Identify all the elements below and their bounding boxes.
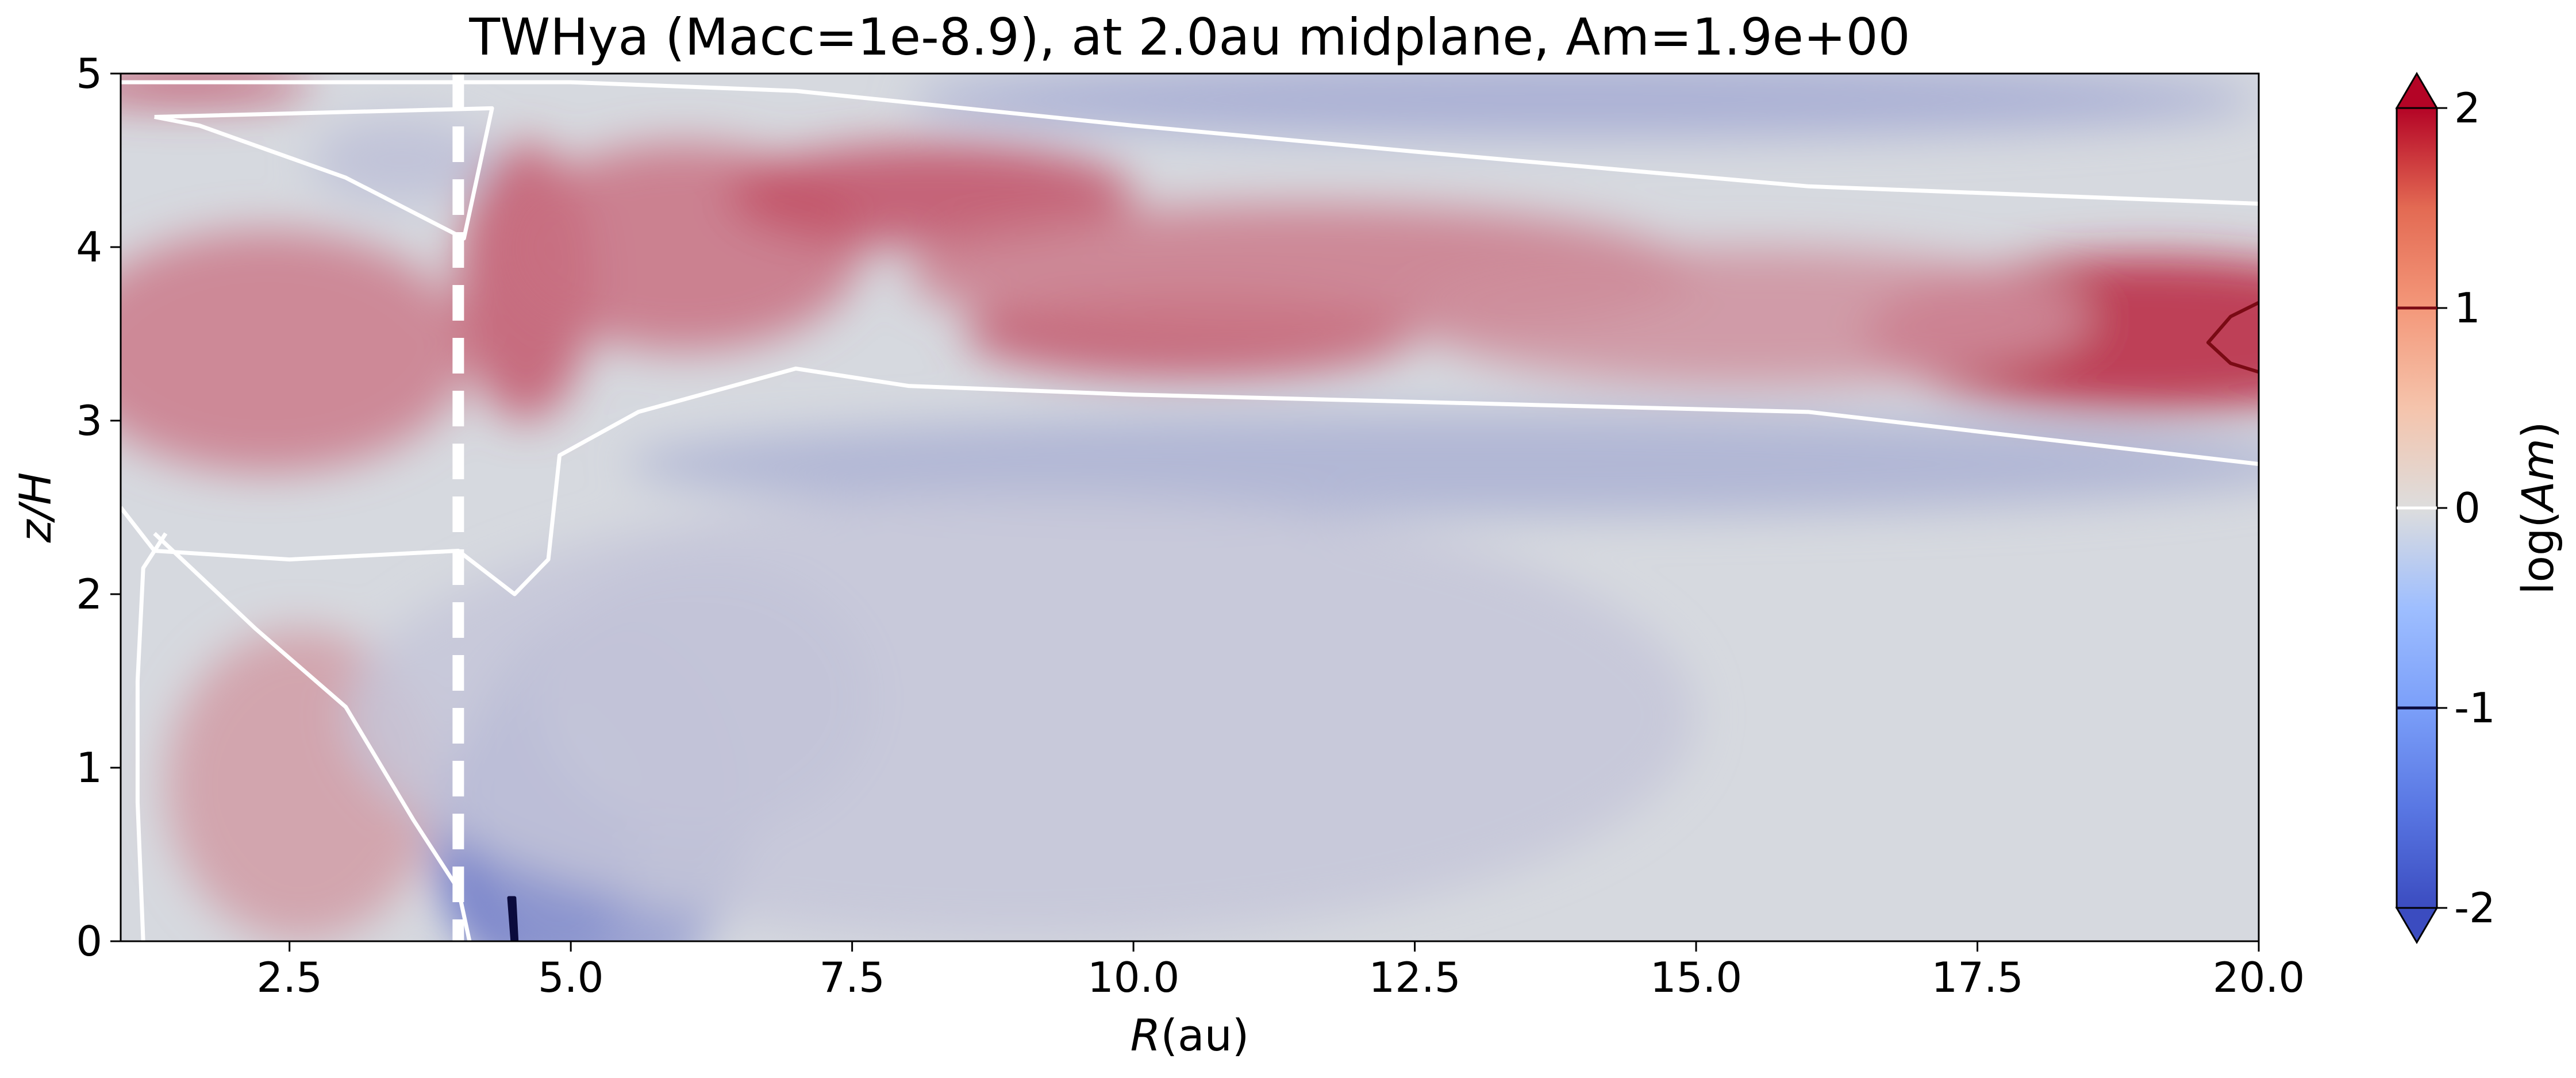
plot-frame xyxy=(120,72,2260,942)
y-tick-label: 0 xyxy=(76,917,102,965)
contour-line-level--1 xyxy=(507,896,519,941)
field-blob xyxy=(728,143,1134,247)
x-tick-label: 17.5 xyxy=(1931,953,2023,1002)
x-tick-label: 7.5 xyxy=(819,953,885,1002)
chart-title: TWHya (Macc=1e-8.9), at 2.0au midplane, … xyxy=(468,7,1910,67)
field-blob xyxy=(627,411,2259,517)
colorbar-tick-label: -1 xyxy=(2454,684,2496,732)
y-tick-label: 4 xyxy=(76,223,102,271)
contour-line-level-0 xyxy=(154,106,494,241)
colorbar-tick-label: 2 xyxy=(2454,84,2481,132)
colorbar-tick-label: 0 xyxy=(2454,484,2481,532)
x-axis-label: R(au) xyxy=(1131,1010,1249,1061)
x-tick-label: 20.0 xyxy=(2213,953,2305,1002)
colorbar-label: log(Am) xyxy=(2512,421,2563,594)
colorbar-extend-bottom xyxy=(2395,907,2439,944)
x-tick-label: 10.0 xyxy=(1087,953,1179,1002)
contour-line-level-0 xyxy=(135,532,168,941)
contour-lines xyxy=(121,80,2259,941)
field-blob xyxy=(345,490,1697,941)
y-tick-label: 5 xyxy=(76,49,102,98)
x-tick-label: 5.0 xyxy=(538,953,604,1002)
y-tick-label: 3 xyxy=(76,396,102,445)
contour-line-level-1 xyxy=(2206,301,2259,374)
x-axis: 2.5 5.0 7.5 10.0 12.5 15.0 17.5 20.0 xyxy=(256,941,2305,1002)
x-tick-label: 12.5 xyxy=(1368,953,1460,1002)
colorbar-tick-label: 1 xyxy=(2454,284,2481,332)
field-blob xyxy=(1414,247,2090,386)
field-blob xyxy=(121,229,470,473)
y-axis-label: z/H xyxy=(10,472,61,544)
contour-line-level-0 xyxy=(121,366,2259,596)
colorbar-extend-top xyxy=(2395,72,2439,109)
contour-line-level-0 xyxy=(121,80,2259,206)
plot-area: 2.5 5.0 7.5 10.0 12.5 15.0 17.5 20.0 0 1 2 3 4 5 xyxy=(76,49,2305,1002)
x-tick-label: 15.0 xyxy=(1650,953,1742,1002)
y-tick-label: 1 xyxy=(76,744,102,792)
field-blob xyxy=(312,117,493,204)
field-blob xyxy=(908,74,2259,138)
colorbar: 2 1 0 -1 -2 log(Am) xyxy=(2395,72,2563,944)
x-tick-label: 2.5 xyxy=(256,953,322,1002)
contour-field xyxy=(121,74,2259,941)
y-axis: 0 1 2 3 4 5 xyxy=(76,49,121,965)
y-tick-label: 2 xyxy=(76,570,102,618)
colorbar-tick-label: -2 xyxy=(2454,884,2496,932)
